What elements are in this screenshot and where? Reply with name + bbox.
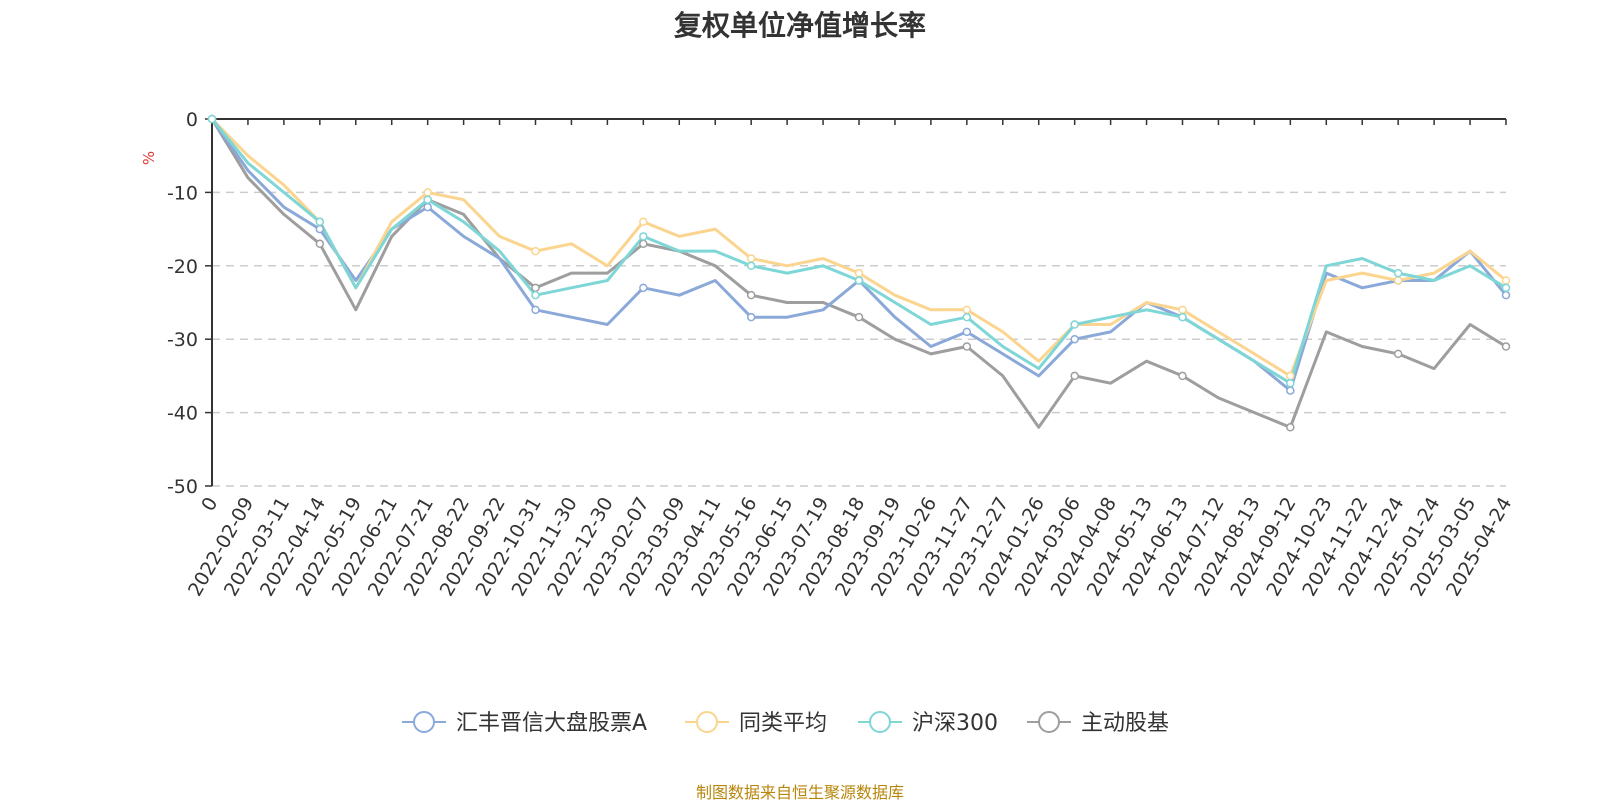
legend-label-3[interactable]: 主动股基 <box>1081 711 1169 736</box>
series-lines <box>207 114 1511 432</box>
x-tick-label-0: 0 <box>197 494 222 515</box>
series-0-point-36 <box>1501 290 1511 300</box>
series-3-point-33 <box>1393 349 1403 359</box>
legend-marker-1 <box>696 711 718 733</box>
series-2-point-9 <box>531 290 540 300</box>
y-tick-label-5: -50 <box>167 476 198 498</box>
series-0-point-15 <box>746 312 756 322</box>
series-0-point-12 <box>639 283 648 293</box>
series-2-point-30 <box>1286 378 1295 388</box>
series-1-point-30 <box>1286 371 1295 381</box>
series-3-point-36 <box>1501 342 1511 351</box>
series-3-point-30 <box>1286 423 1295 432</box>
series-1-point-36 <box>1501 276 1511 285</box>
y-tick-label-1: -10 <box>167 182 198 204</box>
series-2-point-24 <box>1070 320 1079 329</box>
series-2-point-21 <box>962 312 972 322</box>
series-1-point-15 <box>746 254 756 263</box>
legend-label-2[interactable]: 沪深300 <box>912 711 998 736</box>
legend-label-0[interactable]: 汇丰晋信大盘股票A <box>456 711 647 736</box>
series-3-point-12 <box>639 239 648 249</box>
series-3-point-21 <box>962 342 972 351</box>
series-0-point-21 <box>962 327 972 337</box>
legend-marker-0 <box>413 711 435 733</box>
legend-marker-2 <box>869 711 891 733</box>
series-2-point-6 <box>423 195 432 204</box>
series-line-0 <box>210 118 1508 393</box>
y-tick-label-0: 0 <box>186 109 198 131</box>
series-1-point-27 <box>1178 305 1187 315</box>
series-3-point-15 <box>746 290 756 300</box>
source-note: 制图数据来自恒生聚源数据库 <box>695 783 904 802</box>
series-0-point-3 <box>315 224 325 234</box>
y-tick-label-2: -20 <box>167 256 198 278</box>
series-line-1 <box>210 117 1507 378</box>
series-1-point-6 <box>423 188 432 197</box>
series-2-point-27 <box>1178 312 1187 322</box>
series-2-point-18 <box>854 276 864 285</box>
series-1-point-9 <box>531 246 540 256</box>
series-3-point-18 <box>854 312 864 322</box>
y-tick-label-3: -30 <box>167 329 198 351</box>
grid-lines <box>212 191 1506 487</box>
series-1-point-18 <box>854 268 864 278</box>
legend-marker-3 <box>1038 711 1060 733</box>
series-line-2 <box>210 118 1507 385</box>
series-2-point-15 <box>746 261 756 271</box>
series-3-point-9 <box>531 283 540 293</box>
series-2-point-0 <box>207 114 217 124</box>
series-2-point-3 <box>315 217 325 227</box>
series-2-point-33 <box>1393 268 1403 278</box>
legend: 汇丰晋信大盘股票A 同类平均 沪深300 主动股基 <box>402 711 1169 736</box>
series-0-point-6 <box>423 202 432 212</box>
series-0-point-24 <box>1070 334 1079 344</box>
series-3-point-27 <box>1178 371 1187 381</box>
legend-label-1[interactable]: 同类平均 <box>739 711 827 736</box>
series-2-point-12 <box>639 232 648 241</box>
y-axis-label: % <box>140 151 158 165</box>
axes: 0-10-20-30-40-50%02022-02-092022-03-1120… <box>140 109 1516 600</box>
series-0-point-9 <box>531 305 540 315</box>
y-tick-label-4: -40 <box>167 403 198 425</box>
series-1-point-21 <box>962 305 972 315</box>
series-1-point-12 <box>639 217 648 227</box>
series-2-point-36 <box>1501 283 1511 293</box>
chart-title: 复权单位净值增长率 <box>673 9 926 42</box>
series-3-point-3 <box>315 239 325 249</box>
series-1-point-33 <box>1393 276 1403 285</box>
series-3-point-24 <box>1070 371 1079 381</box>
series-0-point-30 <box>1286 386 1295 395</box>
